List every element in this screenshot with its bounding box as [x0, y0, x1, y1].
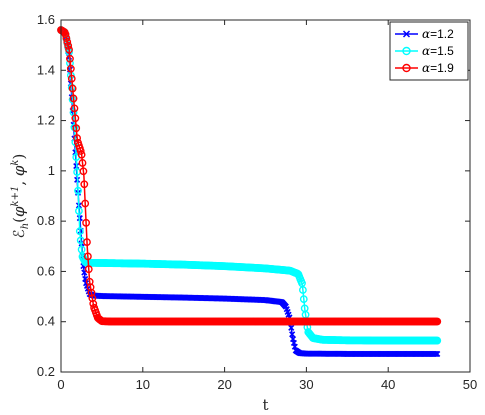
- series-line: [60, 29, 438, 355]
- data-point: [434, 350, 441, 357]
- series-3: [57, 26, 442, 326]
- y-tick-label: 0.4: [37, 314, 55, 329]
- series-line: [60, 29, 438, 323]
- y-axis-label: ℰh(φk+1, φk): [10, 154, 31, 239]
- x-tick-label: 10: [136, 377, 150, 392]
- data-point: [75, 207, 83, 215]
- legend-marker: [402, 63, 411, 73]
- x-tick-label: 20: [217, 377, 231, 392]
- legend-marker: [402, 46, 411, 56]
- data-point: [66, 64, 75, 73]
- x-tick-label: 30: [299, 377, 313, 392]
- data-point: [66, 54, 74, 63]
- legend: α=1.2 α=1.5 α=1.9: [389, 21, 469, 81]
- data-point: [79, 167, 88, 176]
- legend-item: α=1.2: [395, 27, 454, 41]
- data-point: [87, 288, 96, 297]
- data-point: [83, 252, 92, 261]
- data-point: [86, 283, 95, 292]
- data-point: [62, 34, 71, 43]
- data-point: [78, 159, 87, 167]
- data-point: [299, 295, 308, 304]
- data-point: [65, 45, 73, 54]
- legend-label: α=1.9: [422, 61, 454, 75]
- data-point: [289, 331, 296, 338]
- data-point: [77, 245, 86, 254]
- data-point: [77, 150, 86, 159]
- legend-marker: [402, 30, 411, 38]
- data-point: [74, 186, 82, 195]
- series-layer: [57, 26, 442, 357]
- x-tick-label: 40: [381, 377, 395, 392]
- series-1: [57, 26, 441, 357]
- data-point: [63, 38, 72, 46]
- data-point: [83, 238, 91, 246]
- data-point: [64, 41, 73, 50]
- legend-item: α=1.9: [395, 61, 454, 75]
- data-point: [67, 74, 76, 83]
- data-point: [81, 199, 90, 208]
- y-tick-label: 0.2: [37, 364, 55, 379]
- data-point: [433, 317, 442, 326]
- tick-layer: 0 10 20 30 40 50 0.2 0.4 0.6 0.8 1 1.2 1.4 1.6: [37, 12, 477, 392]
- legend-item: α=1.5: [395, 44, 454, 58]
- plot-frame: [60, 19, 471, 373]
- data-point: [298, 286, 307, 294]
- data-point: [69, 94, 78, 103]
- y-tick-label: 1.2: [37, 113, 55, 128]
- y-tick-label: 1: [48, 163, 55, 178]
- y-tick-label: 1.6: [37, 12, 55, 27]
- legend-label: α=1.5: [422, 44, 454, 58]
- data-point: [61, 30, 70, 39]
- x-tick-label: 0: [57, 377, 64, 392]
- data-point: [73, 134, 82, 142]
- data-point: [76, 147, 85, 155]
- y-tick-label: 0.8: [37, 213, 55, 228]
- data-point: [82, 218, 90, 227]
- data-point: [70, 104, 79, 113]
- data-point: [84, 265, 93, 274]
- x-tick-label: 50: [463, 377, 477, 392]
- data-point: [288, 324, 295, 331]
- data-point: [80, 180, 89, 189]
- data-point: [75, 227, 84, 236]
- data-point: [433, 336, 442, 345]
- y-tick-label: 1.4: [37, 62, 55, 77]
- x-axis-label: t: [262, 396, 268, 414]
- y-tick-label: 0.6: [37, 263, 55, 278]
- data-point: [85, 277, 94, 286]
- data-point: [88, 294, 97, 303]
- series-2: [57, 26, 442, 345]
- legend-label: α=1.2: [422, 27, 454, 41]
- data-point: [68, 84, 77, 93]
- data-point: [71, 114, 80, 123]
- data-point: [72, 124, 81, 133]
- legend-items: α=1.2 α=1.5 α=1.9: [395, 27, 454, 75]
